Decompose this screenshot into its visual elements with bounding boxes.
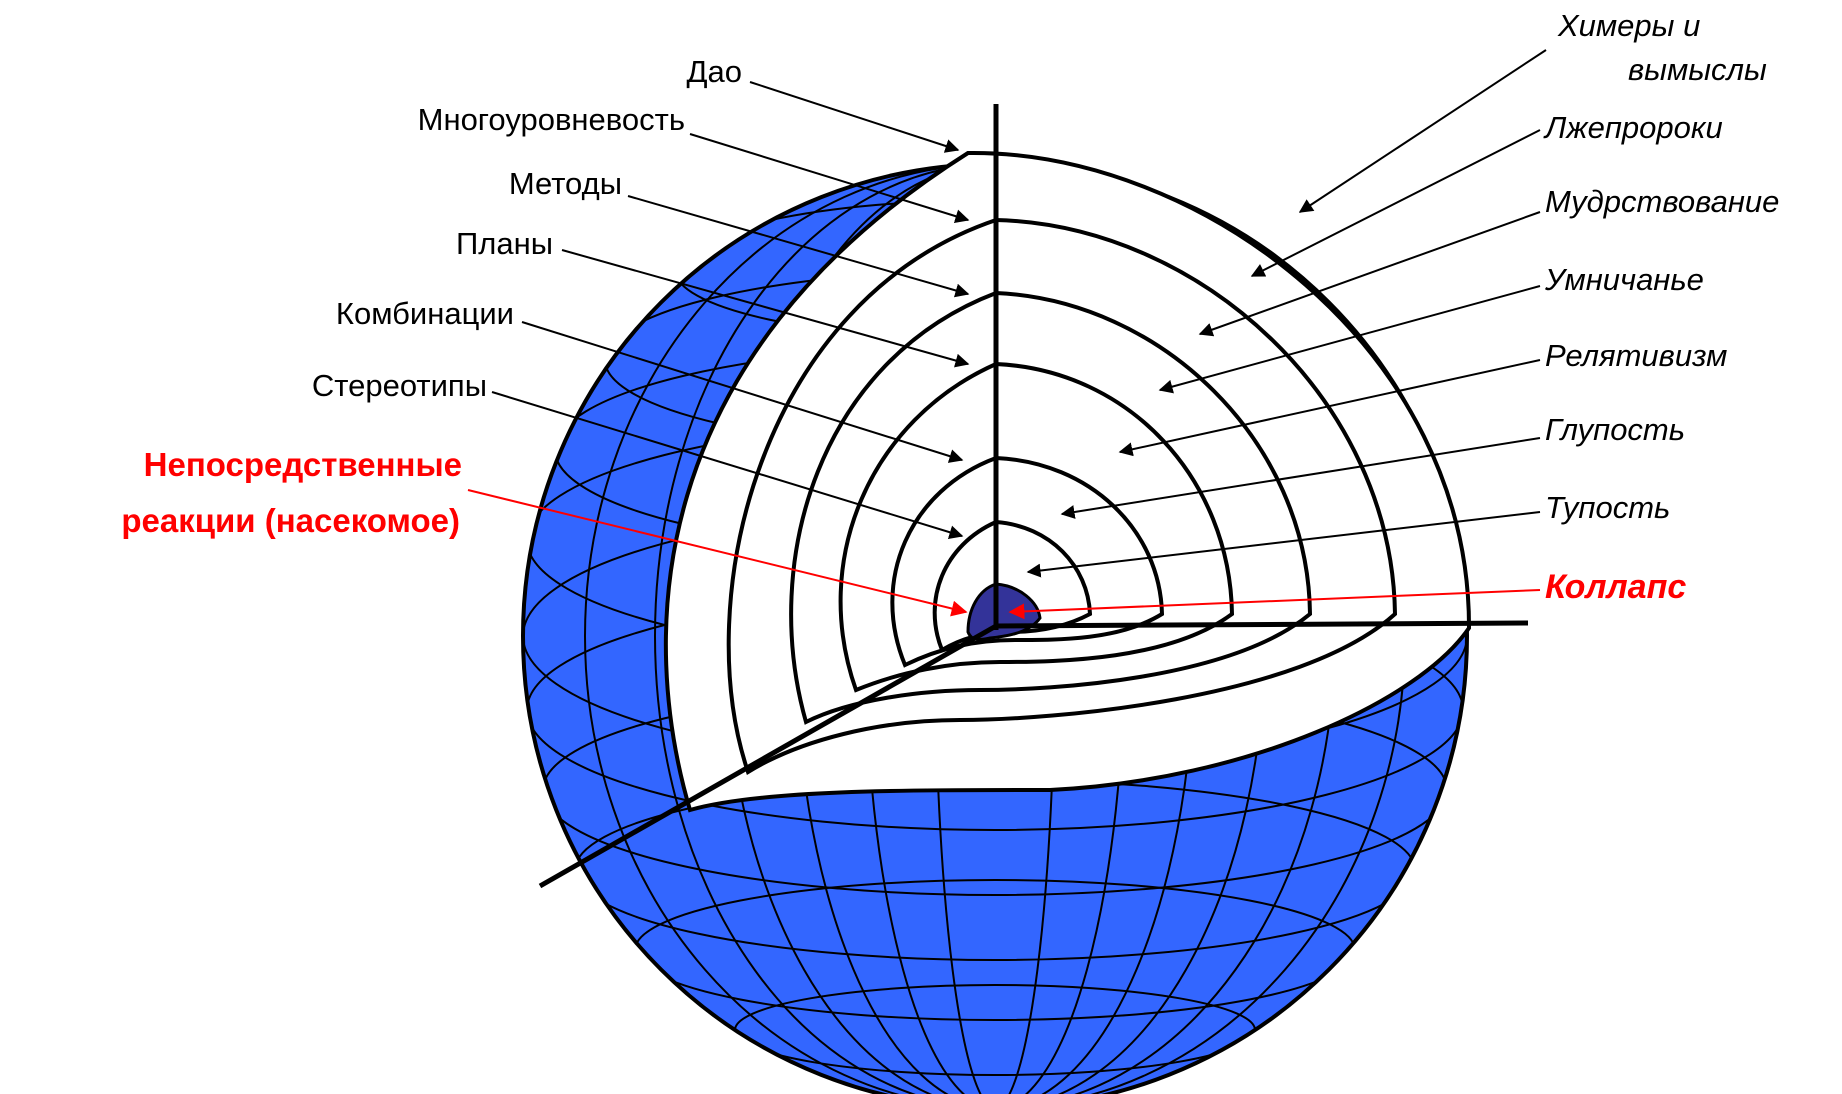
label-chimeras-line1: Химеры и: [1557, 8, 1700, 43]
label-stereotypes: Стереотипы: [312, 368, 487, 403]
label-sophistry: Мудрствование: [1545, 184, 1779, 219]
label-multilevel: Многоуровневость: [418, 102, 685, 137]
right-pointers: [1026, 49, 1547, 578]
cutaway-wedge: [663, 150, 1472, 813]
label-direct-reactions-line2: реакции (насекомое): [121, 502, 460, 539]
label-collapse: Коллапс: [1545, 568, 1686, 606]
label-methods: Методы: [509, 166, 622, 201]
label-direct-reactions-line1: Непосредственные: [144, 446, 462, 483]
ring-1: [726, 217, 1398, 776]
ring-4: [890, 455, 1165, 668]
axes: [538, 104, 1529, 889]
left-labels: Дао Многоуровневость Методы Планы Комбин…: [121, 54, 742, 539]
label-stupidity: Глупость: [1545, 412, 1685, 447]
label-smart-talk: Умничанье: [1544, 262, 1704, 297]
right-labels: Химеры и вымыслы Лжепророки Мудрствовани…: [1543, 8, 1779, 606]
label-false-prophets: Лжепророки: [1543, 110, 1723, 145]
left-pointers: [491, 81, 970, 540]
label-chimeras-line2: вымыслы: [1628, 52, 1767, 87]
label-combinations: Комбинации: [336, 296, 514, 331]
label-relativism: Релятивизм: [1545, 338, 1727, 373]
label-dullness: Тупость: [1545, 490, 1670, 525]
pointer-direct-reactions: [467, 489, 968, 617]
pointer-collapse: [1008, 589, 1541, 620]
label-plans: Планы: [456, 226, 553, 261]
label-dao: Дао: [687, 54, 742, 89]
ring-2: [789, 290, 1313, 725]
ring-3: [838, 361, 1235, 693]
